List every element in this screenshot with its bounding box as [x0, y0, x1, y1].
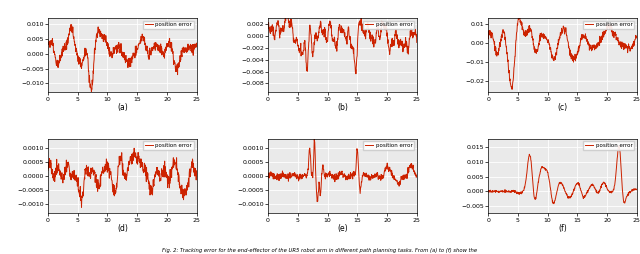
position error [633, 188, 640, 191]
position error [157, 178, 164, 181]
Legend: position error: position error [364, 21, 414, 29]
position error [157, 47, 164, 50]
position error [413, 174, 420, 177]
position error [314, 200, 321, 203]
position error [144, 49, 152, 52]
position error [112, 45, 120, 48]
position error [596, 187, 604, 190]
X-axis label: (b): (b) [337, 103, 348, 112]
position error [291, 41, 298, 44]
Legend: position error: position error [143, 141, 194, 150]
Text: Fig. 2: Tracking error for the end-effector of the UR5 robot arm in different pa: Fig. 2: Tracking error for the end-effec… [163, 248, 477, 253]
position error [572, 55, 580, 58]
Line: position error: position error [48, 25, 196, 92]
position error [572, 183, 580, 186]
position error [44, 169, 52, 172]
position error [83, 164, 90, 167]
position error [71, 40, 79, 43]
Line: position error: position error [488, 17, 637, 89]
X-axis label: (f): (f) [558, 224, 567, 233]
position error [83, 51, 90, 54]
position error [111, 189, 119, 192]
position error [515, 16, 522, 19]
Line: position error: position error [268, 7, 417, 74]
position error [303, 177, 310, 180]
position error [552, 53, 560, 56]
position error [193, 169, 200, 172]
position error [364, 21, 372, 24]
position error [193, 45, 200, 48]
Line: position error: position error [48, 148, 196, 207]
position error [70, 171, 78, 174]
Line: position error: position error [488, 146, 637, 204]
position error [377, 35, 385, 38]
position error [144, 172, 152, 175]
X-axis label: (d): (d) [117, 224, 128, 233]
position error [303, 69, 310, 72]
position error [413, 41, 420, 44]
position error [310, 138, 318, 141]
Legend: position error: position error [143, 21, 194, 29]
position error [131, 147, 138, 150]
position error [596, 40, 604, 43]
position error [508, 88, 516, 91]
Legend: position error: position error [364, 141, 414, 150]
position error [132, 155, 140, 158]
position error [484, 190, 492, 193]
position error [550, 202, 557, 205]
X-axis label: (c): (c) [557, 103, 568, 112]
position error [552, 197, 559, 200]
position error [77, 206, 85, 209]
position error [132, 46, 140, 49]
position error [522, 175, 530, 178]
position error [633, 36, 640, 39]
Line: position error: position error [268, 139, 417, 202]
Legend: position error: position error [584, 21, 634, 29]
position error [615, 144, 623, 147]
position error [264, 23, 272, 26]
position error [353, 66, 360, 69]
position error [584, 191, 591, 194]
position error [364, 176, 372, 179]
X-axis label: (e): (e) [337, 224, 348, 233]
position error [352, 72, 360, 75]
position error [44, 39, 52, 42]
position error [332, 45, 339, 48]
position error [584, 40, 592, 43]
position error [291, 174, 298, 177]
position error [68, 23, 76, 26]
position error [511, 191, 518, 194]
position error [484, 33, 492, 36]
X-axis label: (a): (a) [117, 103, 128, 112]
position error [523, 29, 531, 32]
position error [377, 176, 385, 179]
position error [511, 59, 518, 62]
position error [264, 174, 272, 177]
position error [353, 161, 360, 164]
position error [88, 91, 95, 94]
Legend: position error: position error [584, 141, 634, 150]
position error [284, 6, 291, 9]
position error [332, 178, 340, 181]
